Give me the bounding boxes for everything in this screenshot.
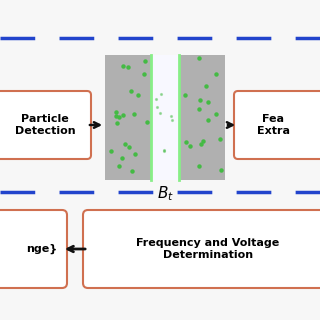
FancyBboxPatch shape: [83, 210, 320, 288]
Text: $B_t$: $B_t$: [156, 185, 173, 203]
Bar: [105, 55, 151, 180]
Text: Particle
Detection: Particle Detection: [15, 114, 75, 136]
Text: Fea
Extra: Fea Extra: [257, 114, 290, 136]
Bar: [151, 55, 180, 180]
Text: nge}: nge}: [26, 244, 58, 254]
Bar: [180, 55, 225, 180]
FancyBboxPatch shape: [0, 210, 67, 288]
FancyBboxPatch shape: [234, 91, 320, 159]
FancyBboxPatch shape: [0, 91, 91, 159]
Text: Frequency and Voltage
Determination: Frequency and Voltage Determination: [136, 238, 280, 260]
